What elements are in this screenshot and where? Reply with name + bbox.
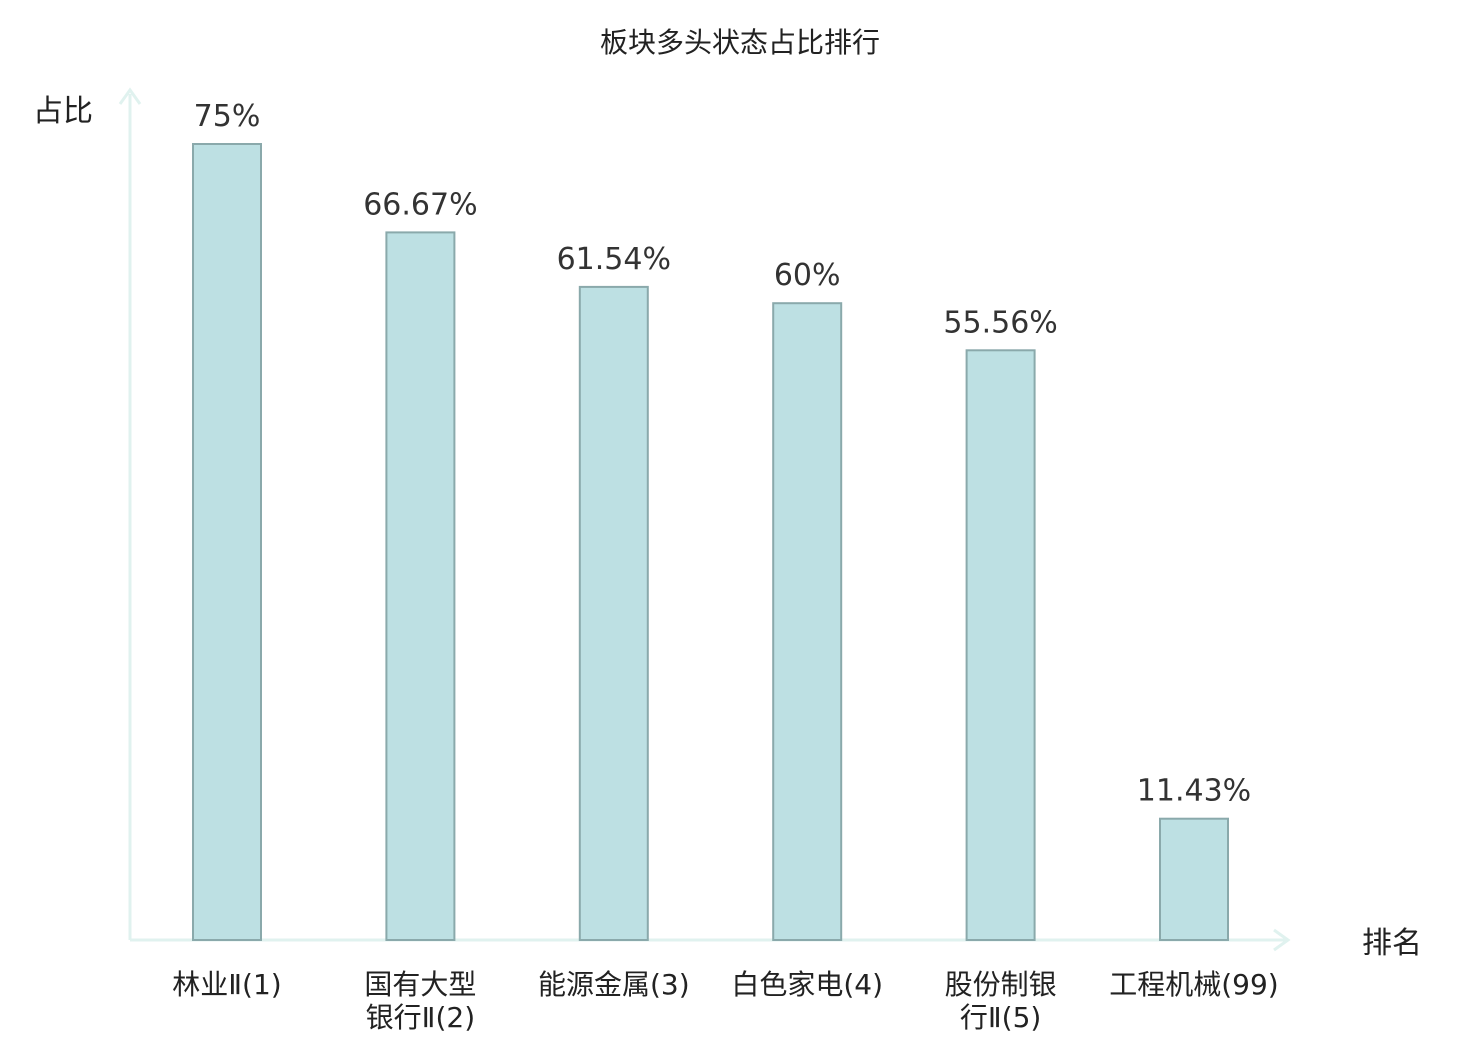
value-label: 55.56%	[943, 305, 1057, 340]
y-axis-arrow	[118, 87, 142, 105]
bar	[1159, 817, 1229, 942]
category-label: 行Ⅱ(5)	[960, 1001, 1041, 1034]
bars	[192, 143, 1229, 942]
axes	[118, 87, 1291, 952]
category-label: 白色家电(4)	[731, 968, 883, 1001]
category-label: 股份制银	[945, 968, 1057, 1001]
value-label: 66.67%	[363, 187, 477, 222]
value-label: 11.43%	[1137, 774, 1251, 809]
bar	[772, 302, 843, 941]
category-label: 国有大型	[364, 968, 476, 1001]
value-label: 60%	[774, 258, 841, 293]
x-axis-label: 排名	[1362, 926, 1422, 961]
bar	[965, 349, 1036, 941]
value-labels: 75% 66.67% 61.54% 60% 55.56% 11.43%	[194, 99, 1252, 809]
bar	[192, 143, 262, 941]
category-label: 能源金属(3)	[538, 968, 690, 1001]
bar	[578, 285, 649, 941]
category-label: 工程机械(99)	[1109, 968, 1278, 1001]
value-label: 61.54%	[557, 242, 671, 277]
chart-title: 板块多头状态占比排行	[600, 26, 880, 59]
y-axis-label: 占比	[33, 94, 93, 129]
x-axis-arrow	[1273, 928, 1291, 952]
value-label: 75%	[194, 99, 261, 134]
category-label: 银行Ⅱ(2)	[366, 1001, 475, 1034]
category-label: 林业Ⅱ(1)	[172, 968, 281, 1001]
bar	[385, 231, 456, 941]
